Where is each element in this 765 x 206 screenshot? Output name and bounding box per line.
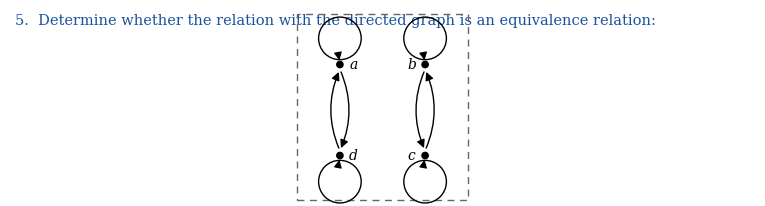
Bar bbox=[298, 14, 467, 200]
Circle shape bbox=[337, 152, 343, 159]
FancyArrowPatch shape bbox=[416, 72, 424, 147]
Text: b: b bbox=[407, 57, 416, 71]
FancyArrowPatch shape bbox=[341, 72, 349, 147]
Circle shape bbox=[337, 61, 343, 68]
Text: a: a bbox=[350, 57, 357, 71]
FancyArrowPatch shape bbox=[426, 73, 435, 148]
FancyArrowPatch shape bbox=[330, 73, 339, 148]
Circle shape bbox=[422, 152, 428, 159]
Text: 5.  Determine whether the relation with the directed graph is an equivalence rel: 5. Determine whether the relation with t… bbox=[15, 14, 656, 28]
Text: d: d bbox=[349, 149, 358, 163]
Text: c: c bbox=[408, 149, 415, 163]
Circle shape bbox=[422, 61, 428, 68]
